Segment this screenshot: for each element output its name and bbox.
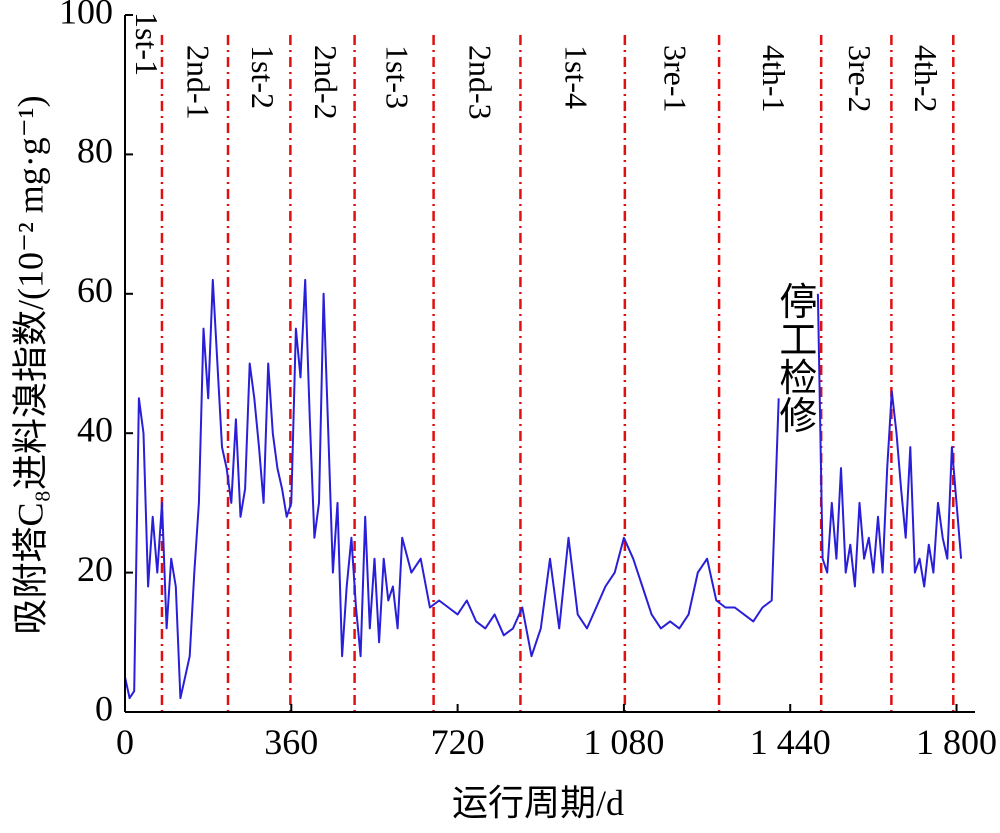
x-tick-label: 1 800 [916,722,997,762]
x-tick-label: 0 [116,722,134,762]
x-axis-title: 运行周期/d [452,783,624,823]
y-tick-label: 60 [77,270,113,310]
y-tick-label: 20 [77,549,113,589]
phase-label: 2nd-3 [463,45,499,120]
phase-label: 3re-2 [842,45,878,113]
phase-label: 1st-2 [245,45,281,109]
phase-label: 4th-1 [756,45,792,113]
data-line [124,278,963,700]
y-tick-label: 0 [95,688,113,728]
phase-label: 1st-4 [558,45,594,109]
phase-label: 1st-1 [129,12,165,76]
x-tick-label: 360 [264,722,318,762]
phase-label: 4th-2 [908,45,944,113]
x-tick-label: 720 [431,722,485,762]
annotation: 停工检修 [773,282,817,434]
phase-label: 3re-1 [658,45,694,113]
phase-label: 2nd-1 [181,45,217,120]
y-tick-label: 80 [77,131,113,171]
phase-label: 1st-3 [380,45,416,109]
x-tick-label: 1 080 [583,722,664,762]
y-tick-label: 40 [77,409,113,449]
x-tick-label: 1 440 [750,722,831,762]
phase-label: 2nd-2 [308,45,344,120]
y-axis-title: 吸附塔C₈进料溴指数/(10⁻² mg·g⁻¹) [10,95,50,634]
y-tick-label: 100 [59,0,113,31]
